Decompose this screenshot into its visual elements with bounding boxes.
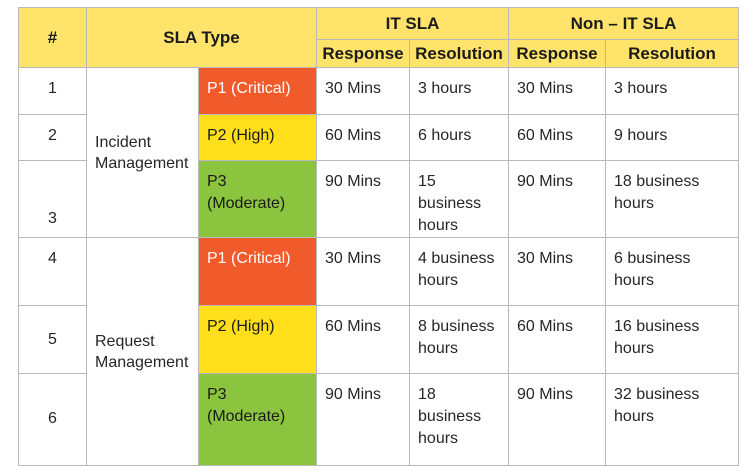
non-it-response: 60 Mins	[508, 114, 607, 161]
non-it-response: 90 Mins	[508, 373, 607, 466]
non-it-resolution-line1: 32 business	[614, 386, 700, 403]
category-incident-management: Incident Management	[86, 67, 199, 238]
priority-critical: P1 (Critical)	[197, 67, 318, 115]
non-it-resolution-line1: 18 business	[614, 173, 700, 190]
non-it-response: 30 Mins	[508, 67, 607, 115]
row-number: 1	[18, 67, 87, 115]
it-resolution-line1: 18 business	[418, 386, 482, 425]
non-it-resolution-line1: 6 business	[614, 250, 691, 267]
category-label-line2: Management	[95, 154, 189, 172]
priority-moderate: P3 (Moderate)	[197, 373, 318, 466]
it-response: 60 Mins	[316, 114, 411, 161]
table-row: 5 P2 (High) 60 Mins 8 business hours 60 …	[18, 305, 740, 374]
it-resolution: 15 business hours	[409, 160, 510, 238]
header-it-response: Response	[316, 39, 411, 68]
table-row: 1 Incident Management P1 (Critical) 30 M…	[18, 67, 740, 238]
non-it-resolution-line2: hours	[614, 272, 655, 289]
it-resolution-line1: 8 business	[418, 318, 495, 335]
it-resolution-line2: hours	[418, 217, 459, 234]
non-it-resolution-line2: hours	[614, 408, 655, 425]
header-number: #	[18, 7, 87, 68]
header-it-resolution: Resolution	[409, 39, 510, 68]
non-it-response: 60 Mins	[508, 305, 607, 374]
it-resolution: 3 hours	[409, 67, 510, 115]
non-it-resolution-line2: hours	[614, 195, 655, 212]
header-row-sub: Response Resolution Response Resolution	[19, 39, 740, 68]
sla-table-container: # SLA Type IT SLA Non – IT SLA Response …	[18, 7, 740, 466]
non-it-resolution: 16 business hours	[605, 305, 740, 374]
it-resolution-line2: hours	[418, 430, 459, 447]
non-it-resolution: 32 business hours	[605, 373, 740, 466]
it-response: 90 Mins	[316, 160, 411, 238]
non-it-response: 30 Mins	[508, 237, 607, 306]
it-resolution: 6 hours	[409, 114, 510, 161]
row-number: 4	[18, 237, 87, 306]
non-it-resolution-line2: hours	[614, 340, 655, 357]
header-row-top: # SLA Type IT SLA Non – IT SLA	[18, 7, 740, 68]
non-it-resolution: 9 hours	[605, 114, 740, 161]
it-resolution-line1: 6 hours	[418, 127, 472, 144]
category-label-line1: Incident	[95, 133, 152, 151]
row-number: 6	[18, 373, 87, 466]
non-it-resolution-line1: 9 hours	[614, 127, 668, 144]
header-sla-type: SLA Type	[85, 7, 318, 68]
category-label-line2: Management	[95, 353, 189, 371]
it-resolution: 8 business hours	[409, 305, 510, 374]
non-it-response: 90 Mins	[508, 160, 607, 238]
it-response: 30 Mins	[316, 67, 411, 115]
table-row: 4 Request Management P1 (Critical) 30 Mi…	[18, 237, 740, 466]
it-resolution-line1: 15 business	[418, 173, 482, 212]
priority-moderate: P3 (Moderate)	[197, 160, 318, 238]
it-response: 30 Mins	[316, 237, 411, 306]
priority-critical: P1 (Critical)	[197, 237, 318, 306]
row-number: 5	[18, 305, 87, 374]
non-it-resolution: 18 business hours	[605, 160, 740, 238]
non-it-resolution-line1: 16 business	[614, 318, 700, 335]
it-resolution-line2: hours	[418, 272, 459, 289]
header-non-it-response: Response	[508, 39, 607, 68]
it-response: 90 Mins	[316, 373, 411, 466]
it-resolution: 4 business hours	[409, 237, 510, 306]
header-non-it-resolution: Resolution	[605, 39, 740, 68]
row-number: 3	[18, 160, 87, 238]
it-resolution-line2: hours	[418, 340, 459, 357]
priority-high: P2 (High)	[197, 305, 318, 374]
it-resolution: 18 business hours	[409, 373, 510, 466]
category-label-line1: Request	[95, 332, 155, 350]
row-number: 2	[18, 114, 87, 161]
it-resolution-line1: 4 business	[418, 250, 495, 267]
table-row: 2 P2 (High) 60 Mins 6 hours 60 Mins 9 ho…	[18, 114, 740, 161]
priority-high: P2 (High)	[197, 114, 318, 161]
category-request-management: Request Management	[86, 237, 199, 466]
header-it-sla: IT SLA	[316, 7, 510, 40]
non-it-resolution-line1: 3 hours	[614, 80, 668, 97]
non-it-resolution: 6 business hours	[605, 237, 740, 306]
header-non-it-sla: Non – IT SLA	[508, 7, 740, 40]
it-response: 60 Mins	[316, 305, 411, 374]
sla-table: # SLA Type IT SLA Non – IT SLA Response …	[18, 7, 740, 466]
non-it-resolution: 3 hours	[605, 67, 740, 115]
it-resolution-line1: 3 hours	[418, 80, 472, 97]
